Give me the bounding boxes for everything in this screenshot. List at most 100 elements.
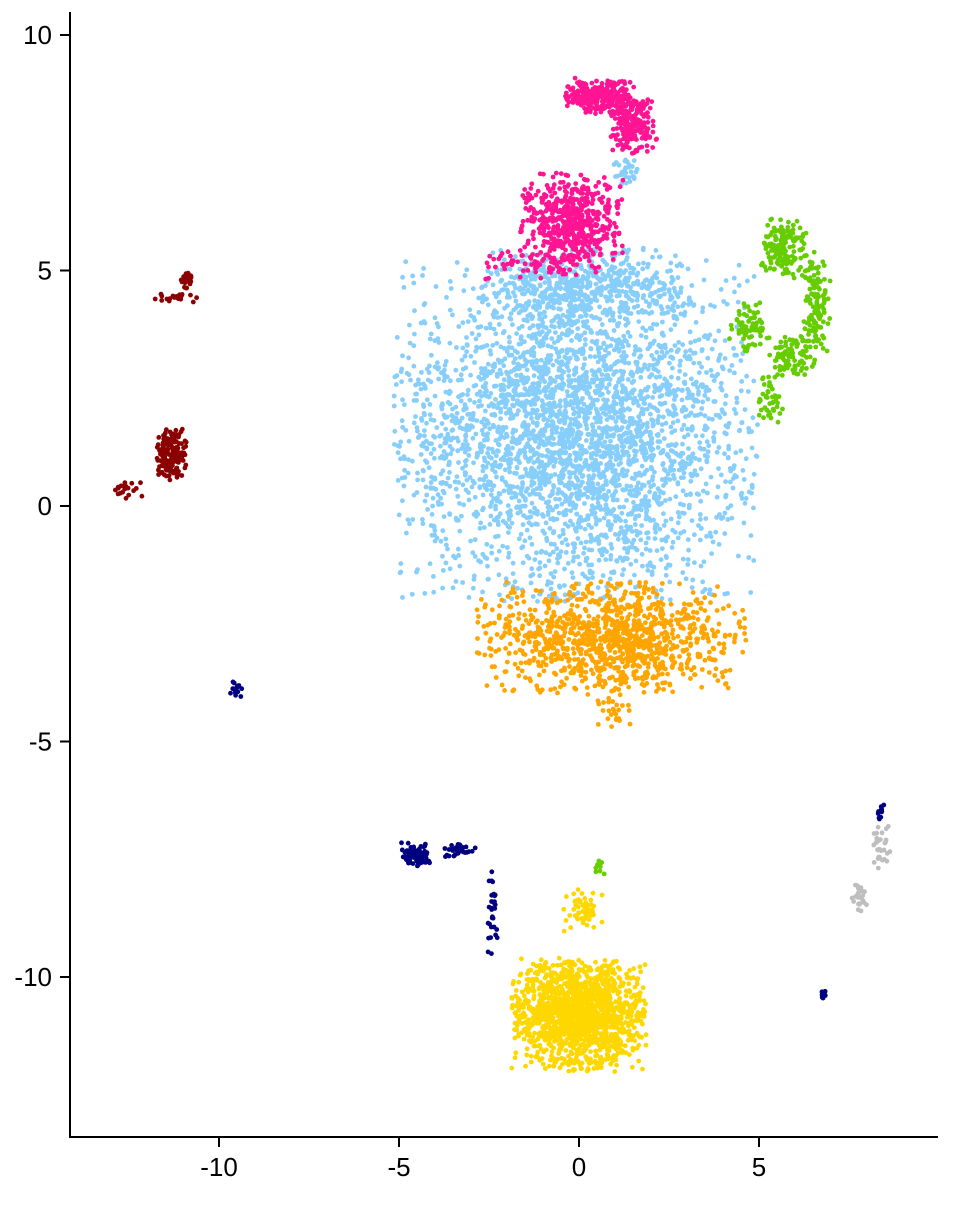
data-point bbox=[617, 293, 622, 298]
data-point bbox=[623, 275, 629, 281]
data-point bbox=[599, 284, 605, 290]
data-point bbox=[654, 642, 660, 648]
data-point bbox=[576, 296, 582, 302]
data-point bbox=[709, 551, 714, 556]
data-point bbox=[700, 635, 706, 641]
data-point bbox=[567, 379, 572, 385]
data-point bbox=[447, 511, 452, 516]
data-point bbox=[553, 504, 559, 510]
data-point bbox=[590, 570, 595, 576]
data-point bbox=[551, 591, 556, 597]
data-point bbox=[614, 445, 620, 451]
data-point bbox=[440, 401, 445, 407]
data-point bbox=[697, 457, 702, 463]
data-point bbox=[624, 497, 629, 503]
data-point bbox=[461, 502, 467, 508]
data-point bbox=[505, 446, 510, 452]
data-point bbox=[620, 344, 626, 350]
data-point bbox=[593, 457, 598, 463]
data-point bbox=[538, 549, 544, 555]
data-point bbox=[604, 344, 610, 350]
data-point bbox=[502, 257, 507, 263]
data-point bbox=[637, 583, 643, 589]
data-point bbox=[428, 480, 434, 485]
data-point bbox=[470, 585, 476, 591]
data-point bbox=[514, 635, 520, 641]
data-point bbox=[571, 650, 577, 656]
data-point bbox=[546, 277, 552, 283]
data-point bbox=[538, 495, 544, 500]
data-point bbox=[568, 304, 574, 309]
data-point bbox=[549, 344, 554, 350]
data-point bbox=[507, 280, 512, 286]
data-point bbox=[425, 507, 430, 512]
data-point bbox=[497, 603, 502, 609]
data-point bbox=[482, 604, 488, 610]
data-point bbox=[568, 416, 574, 422]
data-point bbox=[654, 407, 660, 413]
data-point bbox=[584, 426, 590, 432]
data-point bbox=[619, 510, 625, 516]
data-point bbox=[577, 596, 583, 602]
data-point bbox=[522, 538, 528, 544]
data-point bbox=[534, 396, 540, 402]
data-point bbox=[616, 162, 622, 168]
data-point bbox=[403, 427, 409, 433]
data-point bbox=[561, 434, 566, 439]
data-point bbox=[399, 379, 404, 385]
data-point bbox=[456, 420, 462, 426]
data-point bbox=[621, 308, 627, 314]
data-point bbox=[567, 664, 572, 669]
data-point bbox=[586, 307, 592, 313]
data-point bbox=[496, 322, 502, 327]
data-point bbox=[668, 424, 674, 430]
data-point bbox=[601, 469, 607, 475]
data-point bbox=[572, 416, 578, 422]
data-point bbox=[659, 428, 665, 433]
data-point bbox=[567, 475, 573, 480]
data-point bbox=[706, 443, 712, 449]
data-point bbox=[532, 298, 538, 304]
data-point bbox=[599, 667, 604, 672]
data-point bbox=[751, 274, 757, 279]
data-point bbox=[571, 313, 576, 319]
data-point bbox=[651, 601, 657, 607]
data-point bbox=[712, 673, 718, 678]
data-point bbox=[632, 572, 637, 578]
data-point bbox=[465, 392, 470, 398]
data-point bbox=[628, 524, 633, 530]
data-point bbox=[514, 471, 519, 476]
data-point bbox=[609, 522, 614, 528]
data-point bbox=[688, 623, 693, 628]
data-point bbox=[438, 443, 443, 449]
data-point bbox=[630, 627, 636, 632]
data-point bbox=[505, 545, 510, 550]
data-point bbox=[436, 324, 441, 330]
data-point bbox=[489, 412, 495, 418]
data-point bbox=[591, 491, 597, 497]
data-point bbox=[460, 465, 465, 471]
data-point bbox=[438, 432, 444, 438]
data-point bbox=[643, 546, 649, 552]
data-point bbox=[476, 651, 482, 656]
data-point bbox=[494, 632, 500, 637]
data-point bbox=[564, 356, 569, 361]
data-point bbox=[745, 389, 751, 394]
data-point bbox=[667, 360, 672, 366]
data-point bbox=[598, 276, 603, 282]
data-point bbox=[639, 633, 645, 638]
data-point bbox=[621, 567, 626, 572]
data-point bbox=[576, 620, 581, 626]
data-point bbox=[537, 316, 543, 322]
data-point bbox=[466, 497, 472, 503]
data-point bbox=[577, 463, 582, 469]
data-point bbox=[625, 330, 631, 335]
data-point bbox=[640, 266, 646, 272]
data-point bbox=[580, 319, 586, 325]
data-point bbox=[751, 378, 757, 384]
data-point bbox=[443, 480, 449, 486]
data-point bbox=[523, 660, 529, 665]
data-point bbox=[562, 483, 568, 488]
data-point bbox=[621, 369, 627, 375]
data-point bbox=[573, 422, 578, 427]
